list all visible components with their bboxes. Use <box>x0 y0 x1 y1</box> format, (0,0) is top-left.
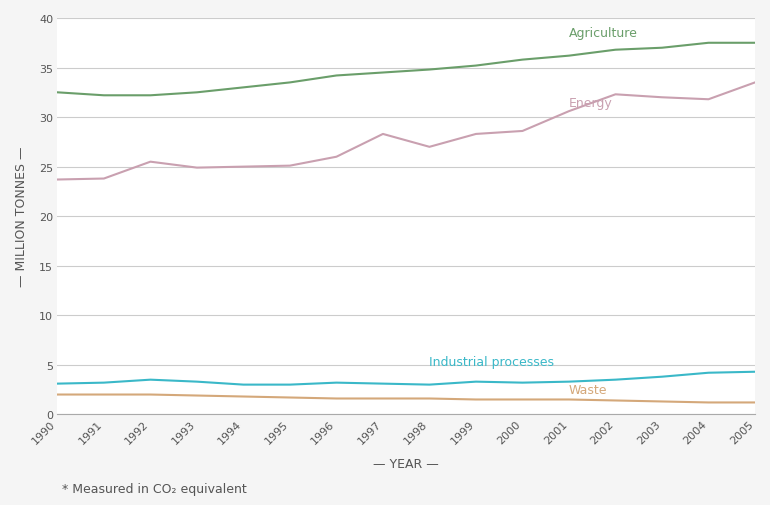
Text: Agriculture: Agriculture <box>569 27 638 40</box>
X-axis label: — YEAR —: — YEAR — <box>373 457 439 470</box>
Text: Waste: Waste <box>569 383 608 396</box>
Text: Industrial processes: Industrial processes <box>430 356 554 369</box>
Text: * Measured in CO₂ equivalent: * Measured in CO₂ equivalent <box>62 482 246 495</box>
Text: Energy: Energy <box>569 96 613 110</box>
Y-axis label: — MILLION TONNES —: — MILLION TONNES — <box>15 146 28 287</box>
